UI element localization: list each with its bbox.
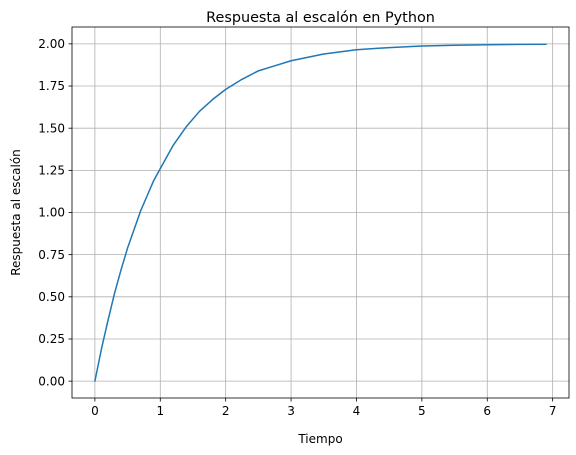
x-tick-label: 2 (222, 404, 230, 418)
y-tick-label: 1.00 (38, 206, 65, 220)
series-line (94, 43, 547, 382)
y-tick-label: 2.00 (38, 37, 65, 51)
x-tick-label: 5 (418, 404, 426, 418)
x-tick-label: 6 (483, 404, 491, 418)
x-tick-label: 3 (287, 404, 295, 418)
x-axis-ticks: 0 1 2 3 4 5 6 7 (91, 398, 556, 418)
y-tick-label: 0.50 (38, 290, 65, 304)
y-tick-label: 0.00 (38, 374, 65, 388)
y-tick-label: 1.75 (38, 79, 65, 93)
y-tick-label: 0.25 (38, 332, 65, 346)
plot-area (94, 43, 547, 382)
x-tick-label: 1 (156, 404, 164, 418)
x-axis-label: Tiempo (297, 432, 342, 446)
grid (72, 27, 569, 398)
y-axis-ticks: 0.00 0.25 0.50 0.75 1.00 1.25 1.50 1.75 2.00 (38, 37, 72, 388)
x-tick-label: 7 (549, 404, 557, 418)
y-tick-label: 1.25 (38, 164, 65, 178)
x-tick-label: 4 (353, 404, 361, 418)
y-axis-label: Respuesta al escalón (9, 149, 23, 276)
y-tick-label: 1.50 (38, 121, 65, 135)
x-tick-label: 0 (91, 404, 99, 418)
y-tick-label: 0.75 (38, 248, 65, 262)
chart-title: Respuesta al escalón en Python (206, 10, 435, 26)
